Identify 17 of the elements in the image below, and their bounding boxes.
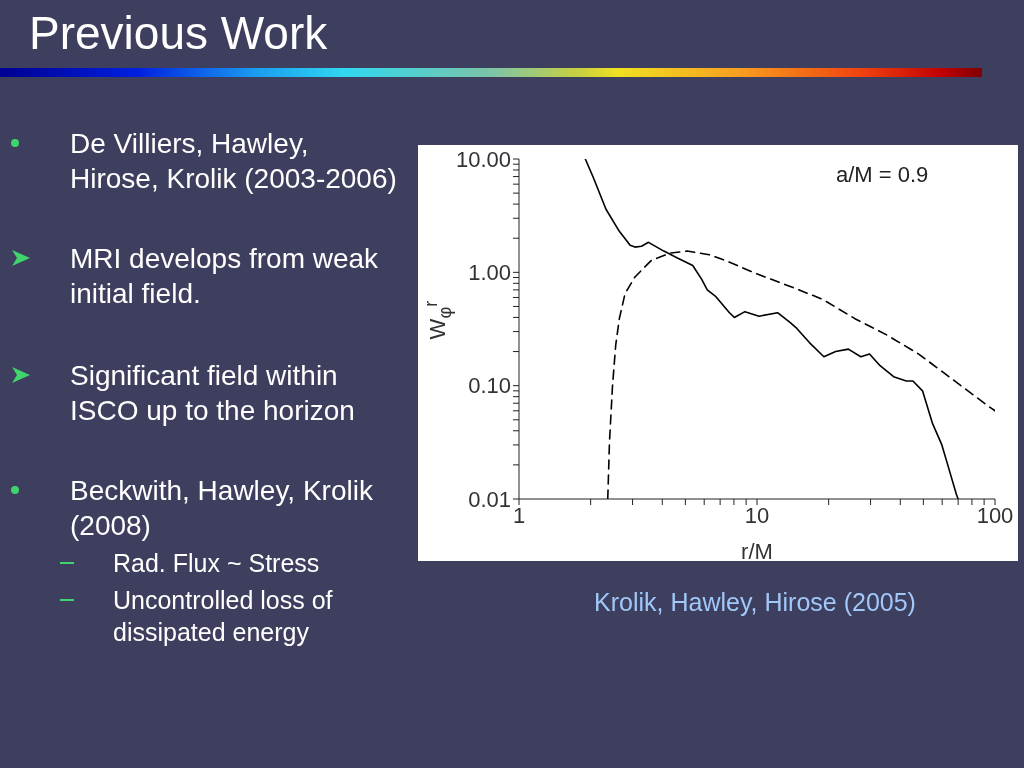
y-tick-label: 1.00 xyxy=(468,260,511,286)
text: Uncontrolled loss of dissipated energy xyxy=(113,585,334,648)
x-tick-label: 1 xyxy=(512,502,526,528)
x-tick-label: 100 xyxy=(976,502,1014,528)
text: Significant field within ISCO up to the horizon xyxy=(70,358,356,428)
text: Krolik, Hawley, Hirose (2005) xyxy=(593,588,917,617)
text: Beckwith, Hawley, Krolik (2008) xyxy=(70,473,374,543)
text: De Villiers, Hawley, Hirose, Krolik (2003-2006) xyxy=(70,126,398,196)
x-tick-label: 10 xyxy=(744,502,770,528)
x-axis-title: r/M xyxy=(741,539,773,564)
text: MRI develops from weak initial field. xyxy=(70,241,380,311)
chart-title: Previous Work xyxy=(29,6,328,60)
annotation: a/M = 0.9 xyxy=(836,162,929,188)
y-tick-label: 0.01 xyxy=(468,486,511,512)
text: Rad. Flux ~ Stress xyxy=(113,548,321,579)
y-tick-label: 10.00 xyxy=(455,146,511,172)
y-tick-label: 0.10 xyxy=(468,373,511,399)
